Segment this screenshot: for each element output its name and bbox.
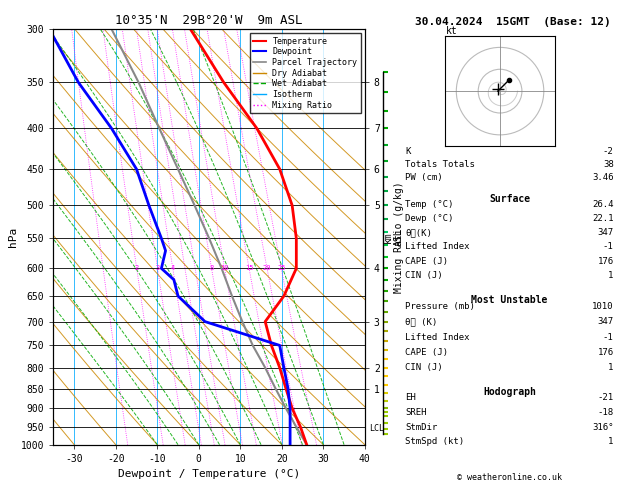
Text: PW (cm): PW (cm) (405, 173, 443, 182)
Text: -1: -1 (603, 332, 614, 342)
Text: 20: 20 (263, 265, 271, 271)
Text: -21: -21 (598, 393, 614, 401)
Text: Most Unstable: Most Unstable (471, 295, 548, 305)
Text: -1: -1 (603, 243, 614, 251)
Legend: Temperature, Dewpoint, Parcel Trajectory, Dry Adiabat, Wet Adiabat, Isotherm, Mi: Temperature, Dewpoint, Parcel Trajectory… (250, 34, 360, 113)
Text: Surface: Surface (489, 193, 530, 204)
Text: 1010: 1010 (592, 302, 614, 311)
Text: 30.04.2024  15GMT  (Base: 12): 30.04.2024 15GMT (Base: 12) (415, 17, 611, 27)
Text: Temp (°C): Temp (°C) (405, 200, 454, 209)
Text: 316°: 316° (592, 422, 614, 432)
Text: 176: 176 (598, 257, 614, 265)
Text: Dewp (°C): Dewp (°C) (405, 214, 454, 223)
Text: kt: kt (445, 26, 457, 35)
Text: Pressure (mb): Pressure (mb) (405, 302, 475, 311)
Text: 3: 3 (155, 265, 160, 271)
Text: Lifted Index: Lifted Index (405, 243, 470, 251)
Text: CIN (J): CIN (J) (405, 271, 443, 279)
Y-axis label: km
ASL: km ASL (382, 228, 404, 246)
Text: Mixing Ratio (g/kg): Mixing Ratio (g/kg) (394, 181, 404, 293)
Text: 4: 4 (170, 265, 175, 271)
Text: 22.1: 22.1 (592, 214, 614, 223)
Text: StmDir: StmDir (405, 422, 438, 432)
Text: SREH: SREH (405, 408, 427, 417)
Text: K: K (405, 147, 411, 156)
Text: CAPE (J): CAPE (J) (405, 348, 448, 357)
Title: 10°35'N  29B°20'W  9m ASL: 10°35'N 29B°20'W 9m ASL (115, 14, 303, 27)
Text: CAPE (J): CAPE (J) (405, 257, 448, 265)
Text: EH: EH (405, 393, 416, 401)
Text: 38: 38 (603, 160, 614, 169)
Text: 26.4: 26.4 (592, 200, 614, 209)
Text: 2: 2 (135, 265, 139, 271)
Text: 25: 25 (277, 265, 286, 271)
Text: 347: 347 (598, 228, 614, 237)
Text: 176: 176 (598, 348, 614, 357)
Text: StmSpd (kt): StmSpd (kt) (405, 437, 464, 447)
Text: LCL: LCL (369, 424, 384, 434)
Text: Totals Totals: Totals Totals (405, 160, 475, 169)
Text: -18: -18 (598, 408, 614, 417)
X-axis label: Dewpoint / Temperature (°C): Dewpoint / Temperature (°C) (118, 469, 300, 479)
Text: 1: 1 (608, 363, 614, 372)
Text: CIN (J): CIN (J) (405, 363, 443, 372)
Text: 10: 10 (220, 265, 229, 271)
Text: 347: 347 (598, 317, 614, 326)
Text: © weatheronline.co.uk: © weatheronline.co.uk (457, 473, 562, 482)
Text: -2: -2 (603, 147, 614, 156)
Text: θᴇ (K): θᴇ (K) (405, 317, 438, 326)
Text: 3.46: 3.46 (592, 173, 614, 182)
Text: 8: 8 (209, 265, 214, 271)
Text: 1: 1 (608, 437, 614, 447)
Text: 1: 1 (608, 271, 614, 279)
Y-axis label: hPa: hPa (8, 227, 18, 247)
Text: Hodograph: Hodograph (483, 387, 536, 397)
Text: 15: 15 (245, 265, 253, 271)
Text: θᴇ(K): θᴇ(K) (405, 228, 432, 237)
Text: Lifted Index: Lifted Index (405, 332, 470, 342)
